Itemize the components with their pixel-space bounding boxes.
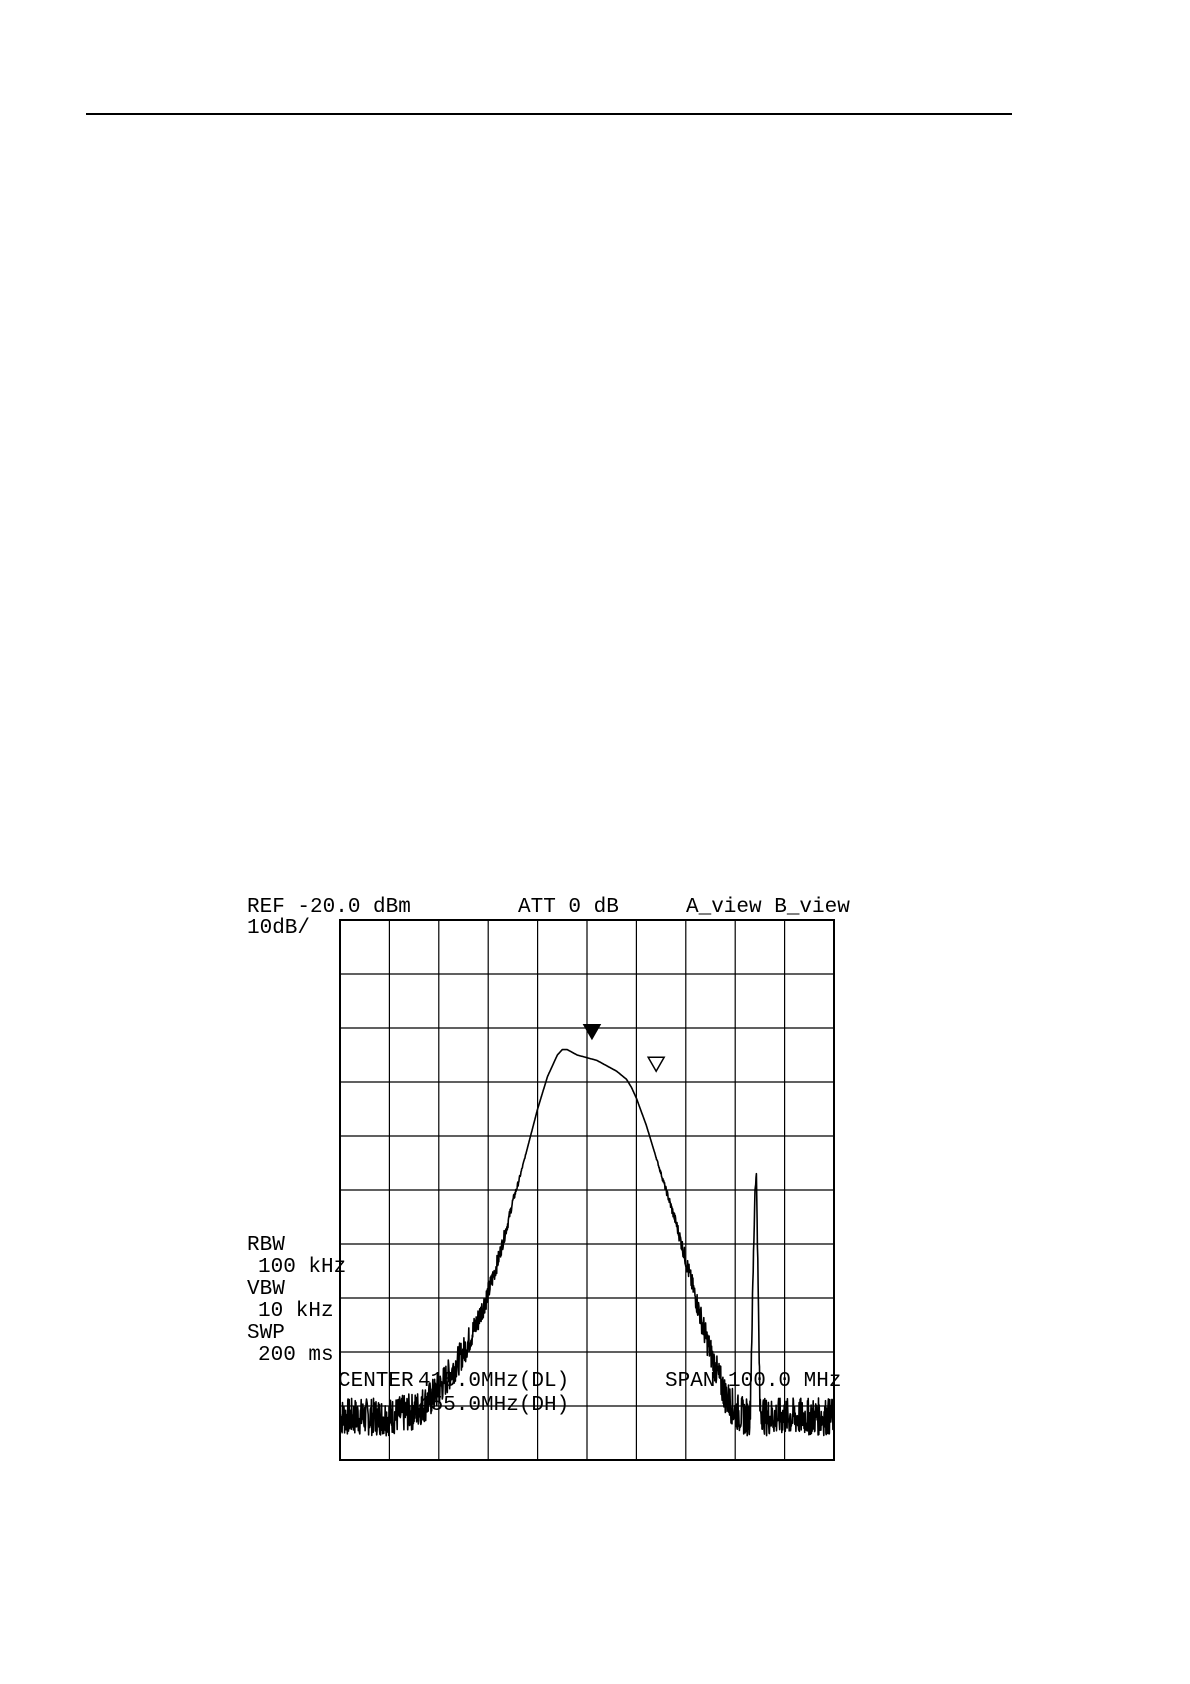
- span-label: SPAN 100.0 MHz: [665, 1370, 841, 1393]
- views-label: A_view B_view: [686, 896, 850, 919]
- center-dh-frequency: 455.0MHz(DH): [418, 1394, 569, 1417]
- spectrum-trace: [339, 1048, 835, 1437]
- rbw-value: 100 kHz: [258, 1256, 346, 1279]
- center-dl-frequency: 415.0MHz(DL): [418, 1370, 569, 1393]
- marker-open-triangle: [646, 1056, 666, 1073]
- header-rule: [86, 113, 1012, 115]
- center-label: CENTER: [338, 1370, 414, 1393]
- attenuation-label: ATT 0 dB: [518, 896, 619, 919]
- marker-layer: [582, 1024, 666, 1073]
- vbw-label: VBW: [247, 1278, 285, 1301]
- scale-label: 10dB/: [247, 917, 310, 940]
- swp-label: SWP: [247, 1322, 285, 1345]
- swp-value: 200 ms: [258, 1344, 334, 1367]
- marker-filled-triangle: [582, 1024, 602, 1041]
- rbw-label: RBW: [247, 1234, 285, 1257]
- ref-level-label: REF -20.0 dBm: [247, 896, 411, 919]
- vbw-value: 10 kHz: [258, 1300, 334, 1323]
- trace-layer: [339, 1048, 835, 1437]
